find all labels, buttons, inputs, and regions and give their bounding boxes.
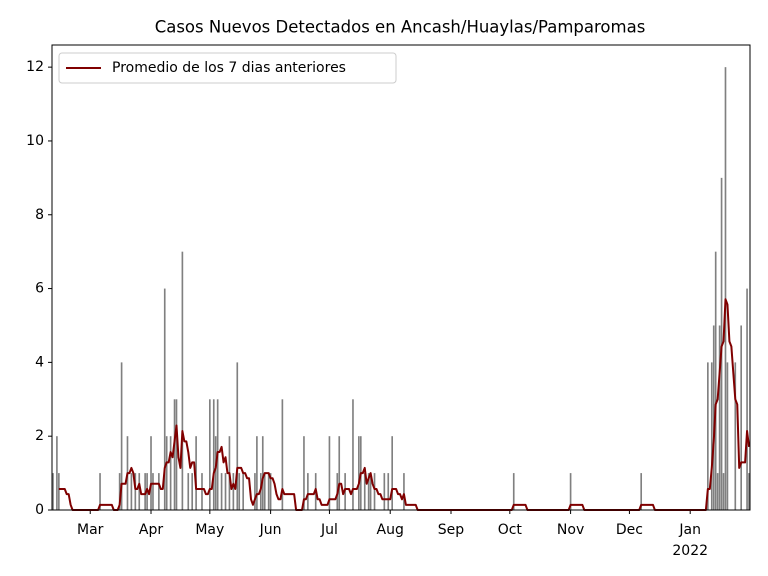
bar [328, 436, 331, 510]
bar [256, 436, 258, 510]
bar [261, 436, 264, 510]
legend-label: Promedio de los 7 dias anteriores [112, 60, 346, 76]
bar [307, 473, 309, 510]
bar [99, 473, 101, 510]
bar [263, 473, 266, 510]
bar [201, 473, 203, 510]
bar [269, 473, 272, 510]
bar [191, 473, 194, 510]
bar [209, 399, 211, 510]
bar [707, 362, 709, 510]
bar [722, 473, 725, 510]
x-tick-label: Jan [678, 522, 701, 538]
bar [175, 399, 178, 510]
bar [714, 251, 717, 510]
x-year-label: 2022 [672, 543, 708, 559]
bar [165, 436, 168, 510]
bar [303, 436, 305, 510]
bar [710, 362, 713, 510]
bar [56, 436, 58, 510]
legend-box [58, 52, 397, 84]
y-tick-label: 2 [35, 428, 44, 444]
bar [387, 473, 390, 510]
bar [254, 473, 256, 510]
bar [163, 288, 166, 510]
x-tick-label: Oct [498, 522, 523, 538]
bar [569, 473, 572, 510]
bar [158, 473, 160, 510]
bar [130, 473, 133, 510]
plot-frame [51, 44, 751, 511]
y-tick-label: 6 [35, 281, 44, 297]
bar [187, 473, 190, 510]
bar [173, 399, 176, 510]
bar [740, 325, 743, 510]
x-tick-label: Nov [557, 522, 584, 538]
bar [512, 473, 515, 510]
bar [214, 436, 217, 510]
bar [403, 473, 405, 510]
bar [169, 436, 172, 510]
x-tick-label: Aug [377, 522, 404, 538]
bar [367, 473, 370, 510]
bar [138, 473, 141, 510]
bar [383, 473, 386, 510]
bar [724, 67, 727, 511]
bar [281, 399, 284, 510]
bar [134, 473, 137, 510]
bar [358, 436, 360, 510]
bar [120, 362, 123, 510]
bar [150, 436, 152, 510]
x-tick-label: Jun [259, 522, 282, 538]
bar [195, 436, 197, 510]
bar [352, 399, 354, 510]
y-tick-label: 8 [35, 207, 44, 223]
y-tick-label: 12 [26, 59, 44, 75]
bar [212, 399, 215, 510]
bar [718, 325, 721, 510]
x-tick-label: Apr [139, 522, 163, 538]
y-tick-label: 0 [35, 502, 44, 518]
bar [640, 473, 643, 510]
x-tick-label: Sep [438, 522, 465, 538]
bar [58, 473, 60, 510]
bar [716, 473, 719, 510]
bar [373, 473, 376, 510]
bar [712, 325, 715, 510]
bar [181, 251, 184, 510]
bar [726, 362, 729, 510]
bar [338, 436, 341, 510]
bar [391, 436, 394, 510]
y-tick-label: 10 [26, 133, 44, 149]
bar [363, 473, 366, 510]
bar [369, 473, 372, 510]
bar [242, 473, 244, 510]
x-tick-label: Dec [616, 522, 643, 538]
bar [236, 362, 239, 510]
bar [152, 473, 154, 510]
bar [224, 473, 227, 510]
bar [267, 473, 270, 510]
bar [748, 473, 750, 510]
x-tick-label: Jul [320, 522, 338, 538]
bar [238, 473, 241, 510]
bar [220, 473, 223, 510]
y-tick-label: 4 [35, 354, 44, 370]
bar [746, 288, 748, 510]
bar [52, 473, 54, 510]
chart-title: Casos Nuevos Detectados en Ancash/Huayla… [155, 18, 646, 37]
x-tick-label: May [195, 522, 224, 538]
bar [118, 473, 121, 510]
bar [734, 362, 737, 510]
bar [232, 473, 235, 510]
x-tick-label: Mar [77, 522, 104, 538]
